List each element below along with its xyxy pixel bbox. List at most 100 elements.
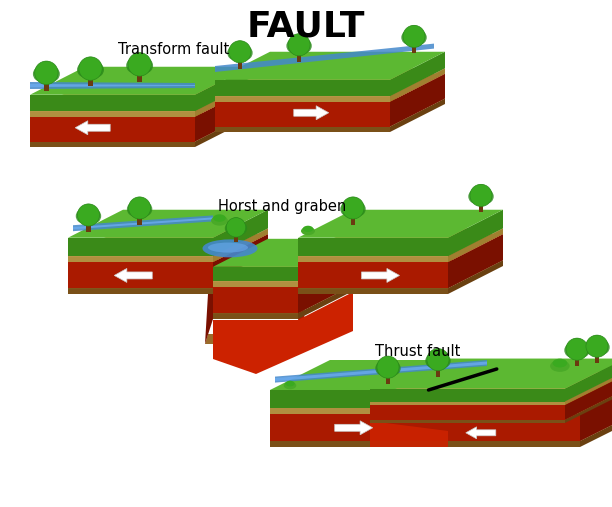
Circle shape	[130, 56, 143, 68]
Polygon shape	[30, 141, 195, 147]
Ellipse shape	[553, 358, 567, 368]
Circle shape	[293, 34, 306, 47]
Circle shape	[296, 37, 308, 49]
Polygon shape	[213, 228, 268, 262]
Polygon shape	[205, 334, 306, 344]
Polygon shape	[30, 67, 250, 95]
Polygon shape	[298, 228, 503, 257]
Circle shape	[594, 338, 606, 350]
Polygon shape	[195, 114, 250, 147]
Bar	[575, 356, 579, 366]
Polygon shape	[298, 285, 353, 319]
Circle shape	[403, 25, 425, 48]
Polygon shape	[580, 360, 612, 408]
Polygon shape	[30, 111, 195, 117]
Circle shape	[234, 45, 241, 52]
Polygon shape	[215, 68, 445, 96]
Bar	[238, 58, 242, 68]
Circle shape	[346, 197, 360, 210]
Circle shape	[435, 351, 447, 364]
Polygon shape	[215, 102, 390, 127]
Circle shape	[37, 64, 50, 77]
Circle shape	[286, 39, 300, 53]
Polygon shape	[30, 83, 250, 111]
Polygon shape	[298, 210, 503, 238]
Polygon shape	[73, 218, 213, 229]
Polygon shape	[448, 234, 503, 288]
Polygon shape	[30, 82, 195, 89]
Circle shape	[348, 201, 354, 208]
Circle shape	[136, 56, 149, 68]
Circle shape	[231, 44, 243, 56]
Polygon shape	[195, 89, 250, 141]
Polygon shape	[390, 74, 445, 127]
Polygon shape	[448, 210, 503, 257]
Circle shape	[436, 353, 450, 368]
Polygon shape	[270, 408, 580, 414]
Polygon shape	[270, 411, 612, 441]
Circle shape	[134, 201, 141, 208]
Polygon shape	[215, 52, 445, 80]
Polygon shape	[362, 268, 400, 282]
Polygon shape	[213, 285, 353, 313]
Circle shape	[289, 37, 302, 49]
Circle shape	[294, 38, 300, 45]
Circle shape	[385, 359, 397, 371]
Circle shape	[89, 62, 104, 78]
Polygon shape	[30, 117, 195, 141]
Polygon shape	[270, 378, 612, 408]
Ellipse shape	[213, 214, 226, 222]
Circle shape	[126, 58, 141, 73]
Polygon shape	[73, 215, 213, 231]
Circle shape	[86, 207, 98, 219]
Circle shape	[234, 222, 247, 235]
Bar	[412, 43, 416, 53]
Polygon shape	[370, 405, 565, 420]
Polygon shape	[215, 98, 445, 127]
Bar	[234, 233, 238, 242]
Circle shape	[425, 353, 439, 368]
Polygon shape	[448, 260, 503, 294]
Polygon shape	[580, 384, 612, 441]
Bar	[137, 71, 142, 82]
Polygon shape	[370, 375, 612, 405]
Polygon shape	[580, 411, 612, 447]
Circle shape	[137, 200, 149, 212]
Polygon shape	[30, 114, 250, 141]
Polygon shape	[565, 358, 612, 402]
Polygon shape	[68, 257, 213, 262]
Circle shape	[133, 53, 147, 67]
Circle shape	[351, 202, 366, 216]
Circle shape	[81, 60, 94, 73]
Text: Thrust fault: Thrust fault	[375, 344, 460, 359]
Bar	[86, 222, 91, 232]
Circle shape	[83, 57, 97, 71]
Circle shape	[472, 187, 483, 199]
Polygon shape	[270, 384, 612, 414]
Text: FAULT: FAULT	[247, 9, 365, 43]
Circle shape	[128, 53, 151, 76]
Polygon shape	[370, 372, 612, 402]
Bar	[595, 353, 599, 363]
Polygon shape	[205, 294, 213, 344]
Polygon shape	[75, 121, 110, 135]
Polygon shape	[68, 228, 268, 257]
Polygon shape	[68, 262, 213, 288]
Polygon shape	[298, 238, 448, 257]
Circle shape	[234, 220, 244, 231]
Polygon shape	[294, 106, 329, 120]
Circle shape	[591, 340, 598, 346]
Circle shape	[33, 66, 48, 82]
Polygon shape	[580, 378, 612, 414]
Polygon shape	[275, 361, 487, 381]
Circle shape	[401, 30, 416, 45]
Circle shape	[575, 343, 590, 357]
Circle shape	[35, 61, 58, 85]
Circle shape	[408, 30, 415, 37]
Circle shape	[343, 200, 356, 212]
Circle shape	[433, 353, 439, 359]
Circle shape	[84, 61, 92, 68]
Polygon shape	[195, 83, 250, 117]
Circle shape	[134, 57, 141, 64]
Polygon shape	[298, 257, 448, 262]
